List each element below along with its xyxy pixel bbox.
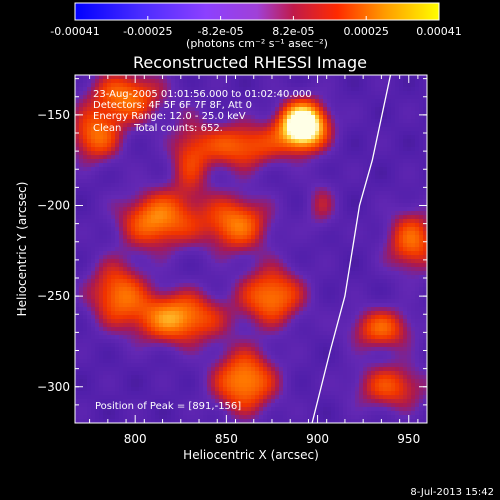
chart-title: Reconstructed RHESSI Image	[133, 53, 367, 72]
colorbar: -0.00041 -0.00025 -8.2e-05 8.2e-05 0.00025 0.…	[50, 2, 462, 50]
colorbar-ticks: -0.00041 -0.00025 -8.2e-05 8.2e-05 0.00025 0.…	[50, 16, 462, 38]
info-detectors: Detectors: 4F 5F 6F 7F 8F, Att 0	[93, 100, 252, 111]
colorbar-tick-label: 0.00041	[416, 25, 462, 38]
solar-limb-line	[311, 75, 392, 423]
y-axis-label: Heliocentric Y (arcsec)	[15, 182, 29, 317]
colorbar-unit: (photons cm⁻² s⁻¹ asec⁻²)	[186, 37, 328, 50]
colorbar-tick-label: 8.2e-05	[272, 25, 314, 38]
plot-timestamp: 8-Jul-2013 15:42	[410, 487, 494, 498]
y-tick-label: −150	[37, 108, 70, 122]
observation-info: 23-Aug-2005 01:01:56.000 to 01:02:40.000…	[93, 89, 312, 134]
x-axis-label: Heliocentric X (arcsec)	[183, 448, 319, 462]
info-time-range: 23-Aug-2005 01:01:56.000 to 01:02:40.000	[93, 89, 312, 100]
heatmap-area	[75, 75, 427, 423]
info-energy-range: Energy Range: 12.0 - 25.0 keV	[93, 111, 246, 122]
y-tick-label: −200	[37, 199, 70, 213]
info-clean-counts: Clean Total counts: 652.	[93, 123, 223, 134]
plot-frame	[74, 74, 428, 424]
heatmap-raster	[75, 75, 427, 423]
x-tick-label: 850	[215, 432, 238, 446]
colorbar-tick-label: -0.00041	[50, 25, 99, 38]
y-tick-label: −250	[37, 289, 70, 303]
colorbar-tick-label: 0.00025	[343, 25, 389, 38]
x-tick-label: 800	[124, 432, 147, 446]
colorbar-tick-label: -0.00025	[123, 25, 172, 38]
colorbar-gradient	[74, 2, 440, 21]
peak-position-label: Position of Peak = [891,-156]	[95, 401, 241, 412]
x-tick-label: 900	[306, 432, 329, 446]
axes: 800 850 900 950 −150 −200 −250 −300	[37, 75, 427, 446]
colorbar-tick-label: -8.2e-05	[197, 25, 243, 38]
y-tick-label: −300	[37, 380, 70, 394]
x-tick-label: 950	[397, 432, 420, 446]
heatmap-canvas	[75, 75, 427, 423]
